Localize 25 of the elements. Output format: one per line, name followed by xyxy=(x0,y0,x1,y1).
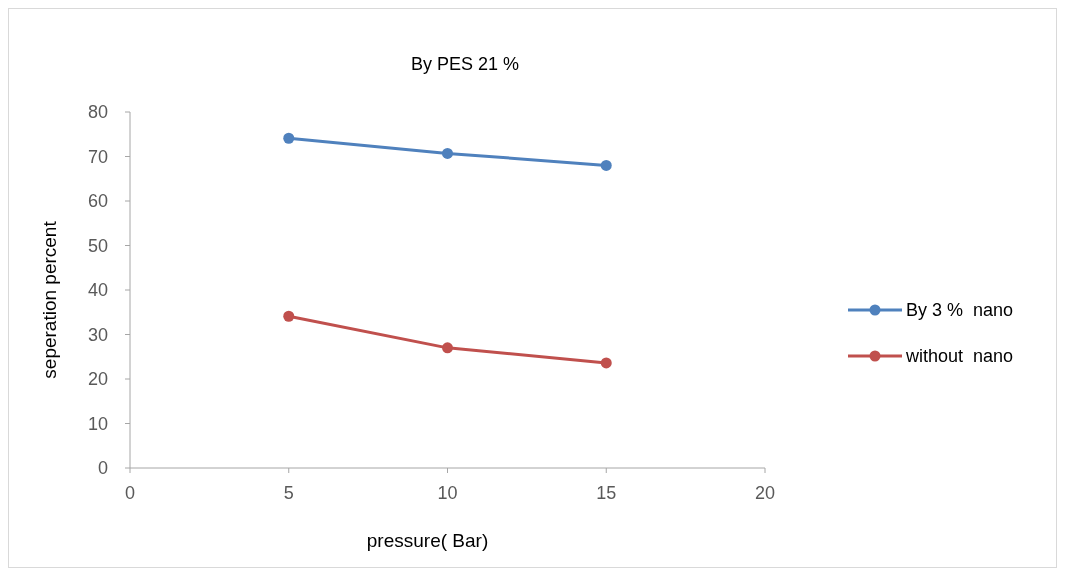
x-tick-label: 15 xyxy=(596,483,617,503)
chart-title: By PES 21 % xyxy=(410,54,520,74)
point xyxy=(600,357,612,369)
y-tick-label: 0 xyxy=(97,458,108,479)
y-tick-label: 10 xyxy=(87,413,108,434)
point xyxy=(442,147,453,159)
point xyxy=(283,132,295,144)
y-axis-title: seperation percent xyxy=(39,220,60,379)
x-tick-label: 20 xyxy=(754,483,776,503)
y-tick-label: 70 xyxy=(87,146,108,167)
y-tick-label: 30 xyxy=(87,324,108,345)
x-axis-title: pressure( Bar) xyxy=(366,530,489,551)
point xyxy=(283,310,295,322)
x-tick-label: 0 xyxy=(124,483,136,503)
y-tick-label: 40 xyxy=(87,280,108,301)
y-tick-label: 50 xyxy=(87,235,108,256)
point xyxy=(442,342,453,354)
legend-label: By 3 % nano xyxy=(906,300,1014,321)
y-tick-label: 60 xyxy=(87,191,108,212)
x-tick-label: 5 xyxy=(283,483,294,503)
point xyxy=(600,159,612,171)
x-tick-label: 10 xyxy=(437,483,458,503)
legend-label: without nano xyxy=(905,346,1014,367)
y-tick-label: 20 xyxy=(87,369,108,390)
y-tick-label: 80 xyxy=(87,102,108,123)
